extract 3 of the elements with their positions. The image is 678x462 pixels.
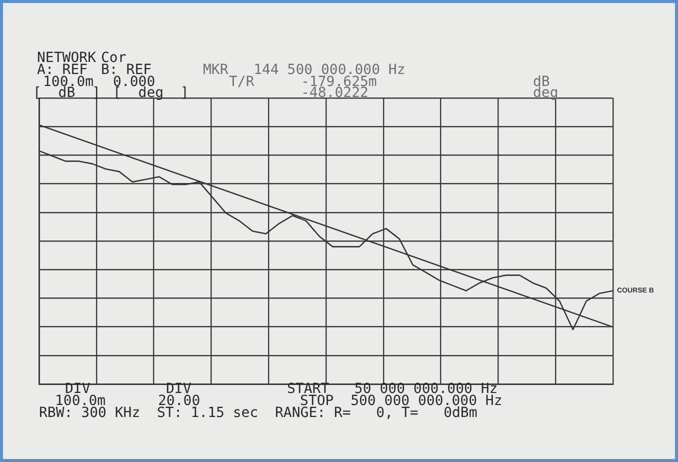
text: T/R [229,74,254,90]
text: [ deg ] [113,85,189,101]
text: deg [533,85,558,101]
